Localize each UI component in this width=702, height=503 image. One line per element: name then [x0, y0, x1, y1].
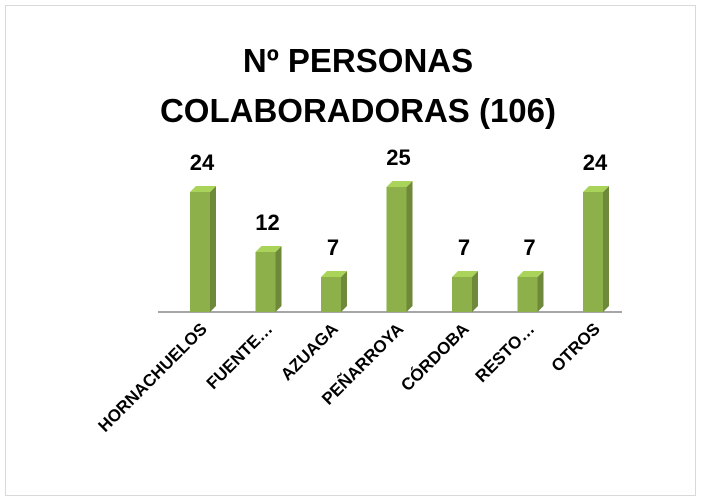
data-label: 25 [386, 145, 410, 170]
bar-top [255, 246, 282, 252]
data-label: 7 [327, 235, 339, 260]
bar-top [583, 186, 609, 192]
bar-side [603, 186, 609, 312]
chart-title: Nº PERSONAS COLABORADORAS (106) [159, 42, 557, 129]
bar [452, 277, 472, 312]
bar-top [452, 271, 478, 277]
bar [190, 192, 210, 312]
bar-side [406, 181, 413, 312]
bar [255, 252, 276, 312]
bar-side [472, 271, 478, 312]
bar [386, 187, 407, 312]
bar-side [210, 186, 216, 312]
chart-border [5, 5, 696, 496]
data-label: 7 [458, 235, 470, 260]
bar-top [517, 271, 544, 277]
bar-top [321, 271, 347, 277]
bar-side [341, 271, 347, 312]
data-label: 7 [523, 235, 535, 260]
data-label: 24 [190, 150, 215, 175]
bar [321, 277, 341, 312]
bar-top [190, 186, 216, 192]
bar [583, 192, 603, 312]
bar-side [275, 246, 282, 312]
data-label: 12 [255, 210, 279, 235]
bar-side [537, 271, 544, 312]
data-label: 24 [583, 150, 608, 175]
bar-top [386, 181, 413, 187]
bar [517, 277, 538, 312]
